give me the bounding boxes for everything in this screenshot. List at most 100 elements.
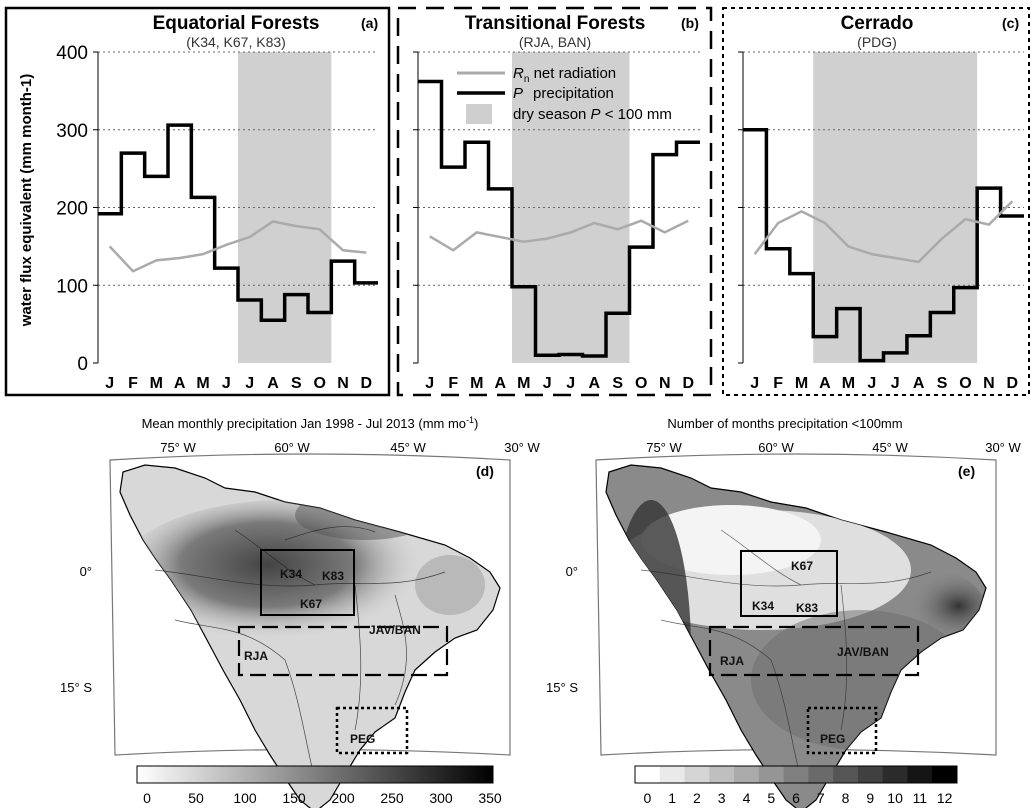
- x-tick-label: N: [337, 375, 349, 392]
- x-tick-label: F: [128, 375, 138, 392]
- x-tick-label: A: [267, 375, 279, 392]
- colorbar-e-swatch: [833, 766, 859, 783]
- precipitation-line: [418, 79, 700, 358]
- net-radiation-line: [753, 200, 1014, 264]
- x-tick-label: J: [543, 375, 552, 392]
- map-e-site-rja: RJA: [720, 654, 744, 668]
- map-d-site-javban: JAV/BAN: [369, 623, 421, 637]
- x-tick-label: O: [313, 375, 325, 392]
- map-e-box-cerrado: [806, 706, 878, 755]
- map-e-label: (e): [958, 463, 975, 479]
- x-tick-label: S: [937, 375, 948, 392]
- x-tick-label: S: [291, 375, 302, 392]
- colorbar-e-swatch: [709, 766, 735, 783]
- panel-a-title: Equatorial Forests: [153, 13, 320, 34]
- x-tick-label: M: [517, 375, 530, 392]
- colorbar-e-swatch: [659, 766, 686, 783]
- colorbar-e-tick-label: 12: [937, 790, 953, 806]
- x-tick-label: D: [361, 375, 373, 392]
- x-tick-label: F: [773, 375, 783, 392]
- map-d-lat-0: 0°: [80, 564, 92, 579]
- map-d-site-k34: K34: [280, 567, 302, 581]
- colorbar-e-tick-label: 1: [668, 790, 676, 806]
- map-d-site-k83: K83: [322, 569, 344, 583]
- map-e-site-javban: JAV/BAN: [837, 645, 889, 659]
- map-d-box-transitional: [237, 625, 449, 677]
- colorbar-d-tick-label: 300: [429, 790, 453, 806]
- x-tick-label: J: [105, 375, 114, 392]
- map-d-label: (d): [476, 463, 494, 479]
- map-e-title: Number of months precipitation <100mm: [667, 416, 902, 431]
- x-tick-label: J: [222, 375, 231, 392]
- colorbar-e-tick-label: 9: [866, 790, 874, 806]
- colorbar-d-tick-label: 100: [233, 790, 257, 806]
- colorbar-e-swatch: [635, 766, 661, 783]
- map-d-site-k67: K67: [300, 597, 322, 611]
- x-tick-label: N: [659, 375, 671, 392]
- x-tick-label: A: [819, 375, 831, 392]
- colorbar-e-border: [634, 765, 958, 784]
- x-tick-label: F: [448, 375, 458, 392]
- x-tick-label: J: [425, 375, 434, 392]
- x-tick-label: J: [891, 375, 900, 392]
- colorbar-e-swatch: [808, 766, 834, 783]
- map-e-lat-15s: 15° S: [546, 680, 578, 695]
- colorbar-d-tick-label: 50: [188, 790, 204, 806]
- map-e-site-k34: K34: [752, 599, 774, 613]
- panel-c-label: (c): [1002, 15, 1019, 31]
- colorbar-e-tick-label: 8: [842, 790, 850, 806]
- panel-c-title: Cerrado: [841, 13, 914, 34]
- colorbar-e-swatch: [882, 766, 908, 783]
- colorbar-e-swatch: [684, 766, 710, 783]
- panel-b-label: (b): [681, 15, 699, 31]
- map-e-box-equatorial: [740, 550, 838, 617]
- map-e-site-peg: PEG: [820, 732, 845, 746]
- x-tick-label: J: [245, 375, 254, 392]
- colorbar-d-tick-label: 150: [282, 790, 306, 806]
- map-d-site-rja: RJA: [244, 649, 268, 663]
- colorbar-d-tick-label: 250: [380, 790, 404, 806]
- map-d-lon-30: 30° W: [504, 440, 540, 455]
- x-tick-label: A: [174, 375, 186, 392]
- x-tick-label: M: [150, 375, 163, 392]
- colorbar-e: [634, 765, 958, 784]
- map-d-title: Mean monthly precipitation Jan 1998 - Ju…: [142, 415, 479, 431]
- panel-a-subtitle: (K34, K67, K83): [186, 34, 286, 50]
- colorbar-e-tick-label: 3: [718, 790, 726, 806]
- map-d-lat-15s: 15° S: [60, 680, 92, 695]
- x-tick-label: M: [842, 375, 855, 392]
- colorbar-e-swatch: [734, 766, 760, 783]
- colorbar-e-swatch: [857, 766, 884, 783]
- map-e: Number of months precipitation <100mm 75…: [546, 416, 1021, 808]
- legend-dry-swatch: [466, 104, 492, 124]
- panel-a-frame: [4, 6, 391, 397]
- y-tick-label: 100: [56, 276, 88, 297]
- map-d-box-equatorial: [260, 549, 355, 616]
- map-e-lon-60: 60° W: [758, 440, 794, 455]
- colorbar-d: [136, 765, 494, 784]
- x-tick-label: J: [750, 375, 759, 392]
- colorbar-e-ticks: 0 1 2 3 4 5 6 7 8 9 10 11 12: [643, 790, 952, 806]
- colorbar-e-swatch: [932, 766, 958, 783]
- x-tick-label: M: [470, 375, 483, 392]
- precipitation-line: [743, 128, 1024, 363]
- x-tick-label: A: [494, 375, 506, 392]
- x-tick-label: O: [635, 375, 647, 392]
- legend-dry-label: dry season P < 100 mm: [513, 106, 672, 123]
- colorbar-e-tick-label: 5: [767, 790, 775, 806]
- map-d-site-peg: PEG: [350, 732, 375, 746]
- x-tick-label: S: [612, 375, 623, 392]
- y-tick-label: 0: [77, 354, 88, 375]
- net-radiation-line: [429, 219, 689, 252]
- map-e-site-k67: K67: [791, 559, 813, 573]
- map-d-lon-75: 75° W: [160, 440, 196, 455]
- colorbar-e-tick-label: 2: [693, 790, 701, 806]
- map-e-site-k83: K83: [796, 601, 818, 615]
- colorbar-e-tick-label: 11: [913, 790, 928, 806]
- net-radiation-line: [108, 220, 367, 273]
